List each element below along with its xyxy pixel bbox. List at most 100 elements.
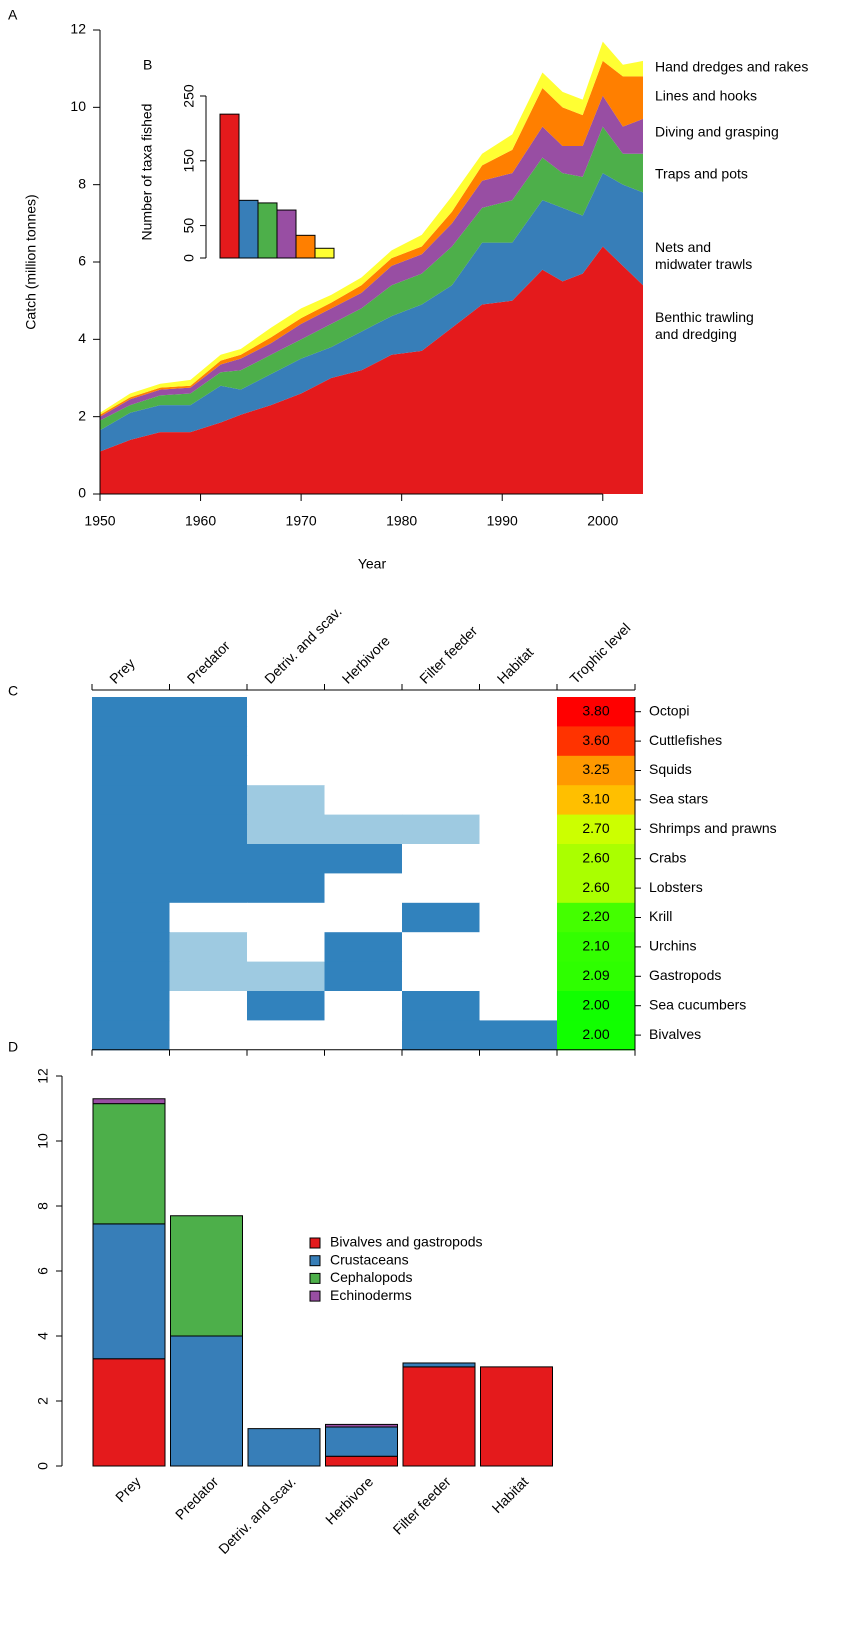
y-tick-label: 6 [78,253,86,269]
row-label: Lobsters [649,879,703,895]
heatmap-cell [402,814,480,845]
trophic-label: 3.80 [582,702,609,718]
heatmap-cell [402,991,480,1021]
bar [314,247,335,259]
row-label: Sea stars [649,791,708,807]
x-tick-label: Habitat [489,1473,532,1516]
heatmap-cell [247,961,325,992]
heatmap-cell [402,1020,480,1051]
bar-segment [170,1215,243,1337]
trophic-cell [557,932,635,963]
x-tick-label: 1980 [386,513,417,529]
trophic-cell [557,785,635,816]
row-label: Gastropods [649,967,721,983]
heatmap-cell [247,844,325,874]
heatmap-cell [479,755,558,786]
x-axis-title: Year [358,556,387,572]
heatmap-cell [324,726,403,757]
heatmap-cell [247,697,325,727]
trophic-cell [557,726,635,757]
heatmap-cell [479,991,558,1021]
trophic-cell [557,1020,635,1051]
heatmap-cell [92,961,170,992]
panel-label: A [8,7,18,23]
heatmap-cell [169,814,248,845]
heatmap-cell [92,755,170,786]
trophic-label: 2.70 [582,820,609,836]
legend-label: Nets and midwater trawls [655,239,752,272]
bar-segment [325,1423,398,1428]
legend-label: Crustaceans [330,1251,409,1267]
heatmap-cell [92,844,170,874]
trophic-label: 2.00 [582,996,609,1012]
heatmap-cell [324,814,403,845]
trophic-cell [557,844,635,874]
y-tick-label: 0 [78,485,86,501]
heatmap-cell [479,932,558,963]
bar-segment [92,1358,166,1467]
row-label: Sea cucumbers [649,996,746,1012]
bar-segment [402,1362,476,1368]
legend-swatch [309,1237,321,1249]
trophic-cell [557,902,635,933]
row-label: Cuttlefishes [649,732,722,748]
x-tick-label: 1960 [185,513,216,529]
heatmap-cell [324,961,403,992]
bar [238,199,259,259]
legend-label: Echinoderms [330,1287,412,1303]
legend-label: Hand dredges and rakes [655,59,808,75]
heatmap-cell [324,932,403,963]
legend-label: Diving and grasping [655,124,779,140]
trophic-cell [557,961,635,992]
row-label: Bivalves [649,1026,701,1042]
column-label: Detriv. and scav. [261,603,345,687]
heatmap-cell [402,961,480,992]
legend-swatch [309,1255,321,1267]
heatmap-cell [324,1020,403,1051]
y-tick-label: 0 [181,254,197,262]
heatmap-cell [402,726,480,757]
legend-label: Benthic trawling and dredging [655,309,754,342]
heatmap-cell [92,902,170,933]
heatmap-cell [169,991,248,1021]
trophic-label: 2.00 [582,1026,609,1042]
legend-swatch [309,1290,321,1302]
heatmap-cell [92,991,170,1021]
heatmap-cell [324,991,403,1021]
column-label: Predator [184,637,234,687]
row-label: Crabs [649,849,686,865]
heatmap-cell [247,785,325,816]
heatmap-cell [169,902,248,933]
y-tick-label: 2 [78,407,86,423]
x-tick-label: Prey [112,1473,144,1505]
area [100,95,643,421]
heatmap-cell [169,932,248,963]
trophic-cell [557,697,635,727]
y-tick-label: 12 [70,21,86,37]
heatmap-cell [92,932,170,963]
heatmap-cell [402,697,480,727]
y-tick-label: 10 [35,1133,51,1149]
x-tick-label: Herbivore [322,1473,376,1527]
column-label: Habitat [494,644,537,687]
panel-label: C [8,683,18,699]
bar [257,202,278,259]
bar-segment [247,1428,321,1467]
y-tick-label: 250 [181,84,197,108]
trophic-label: 3.25 [582,761,609,777]
heatmap-cell [402,844,480,874]
y-tick-label: 0 [35,1462,51,1470]
heatmap-cell [92,785,170,816]
legend-label: Bivalves and gastropods [330,1234,483,1250]
heatmap-cell [479,726,558,757]
heatmap-cell [92,697,170,727]
legend-label: Lines and hooks [655,88,757,104]
heatmap-cell [169,697,248,727]
heatmap-cell [402,785,480,816]
heatmap-cell [324,785,403,816]
heatmap-cell [247,932,325,963]
trophic-label: 3.60 [582,732,609,748]
area [100,126,643,431]
trophic-label: 3.10 [582,791,609,807]
